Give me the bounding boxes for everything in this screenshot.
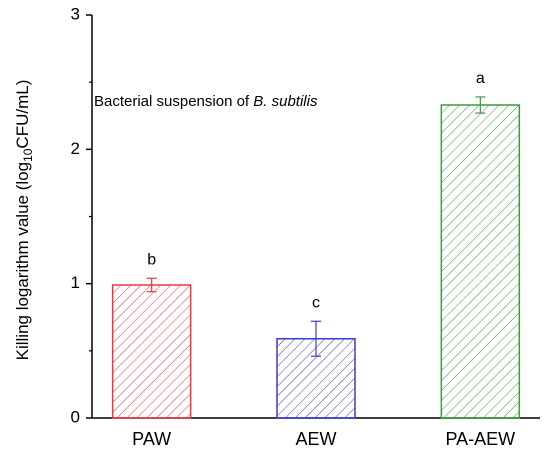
y-tick-label: 0 <box>71 407 80 426</box>
y-axis-label: Killing logarithm value (log10CFU/mL) <box>13 80 35 361</box>
error-bar <box>311 320 321 357</box>
y-label-main: Killing logarithm value (log <box>13 162 32 360</box>
y-tick-label: 3 <box>71 4 80 23</box>
y-tick-label: 1 <box>71 273 80 292</box>
x-tick-label: PA-AEW <box>445 429 515 449</box>
x-tick-label: PAW <box>132 429 171 449</box>
significance-label: c <box>312 294 320 311</box>
annotation-italic: B. subtilis <box>253 93 318 110</box>
error-bar <box>475 96 486 114</box>
y-label-sub: 10 <box>21 148 35 162</box>
significance-label: b <box>147 252 156 269</box>
annotation: Bacterial suspension of B. subtilis <box>94 93 318 110</box>
x-tick-label: AEW <box>295 429 336 449</box>
error-bar <box>146 277 157 293</box>
significance-label: a <box>476 70 485 87</box>
annotation-text: Bacterial suspension of <box>94 93 253 110</box>
y-label-suffix: CFU/mL) <box>13 80 32 149</box>
bar <box>111 284 192 419</box>
y-tick-label: 2 <box>71 139 80 158</box>
bar <box>440 104 521 419</box>
